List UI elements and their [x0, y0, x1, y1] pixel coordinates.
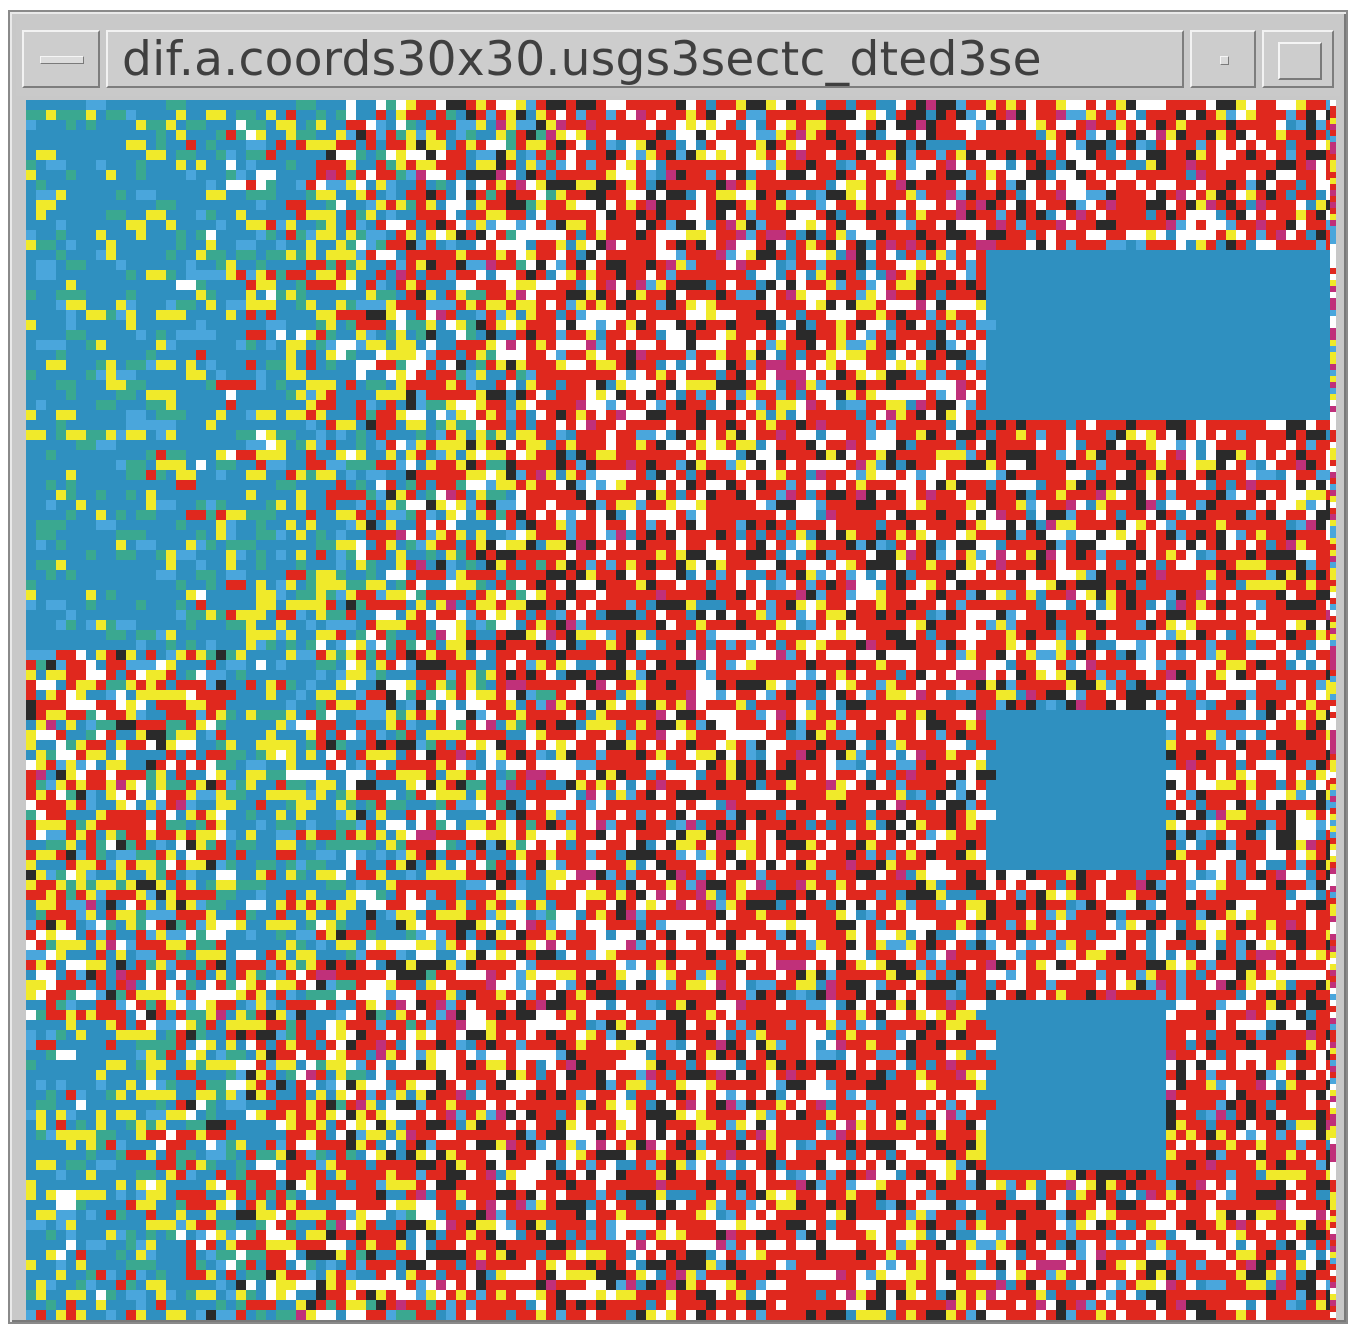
- title-bar[interactable]: dif.a.coords30x30.usgs3sectc_dted3se: [16, 20, 1340, 96]
- minimize-button[interactable]: [1190, 30, 1256, 88]
- window-menu-button[interactable]: [22, 30, 100, 88]
- minimize-icon: [1220, 56, 1229, 65]
- window-title-area[interactable]: dif.a.coords30x30.usgs3sectc_dted3se: [106, 30, 1184, 88]
- difference-image: [26, 100, 1336, 1320]
- maximize-button[interactable]: [1262, 30, 1334, 88]
- window-menu-icon: [40, 56, 84, 64]
- image-window: dif.a.coords30x30.usgs3sectc_dted3se: [8, 10, 1348, 1324]
- window-title: dif.a.coords30x30.usgs3sectc_dted3se: [122, 32, 1042, 87]
- difference-image-view[interactable]: [26, 100, 1336, 1320]
- maximize-icon: [1278, 42, 1322, 80]
